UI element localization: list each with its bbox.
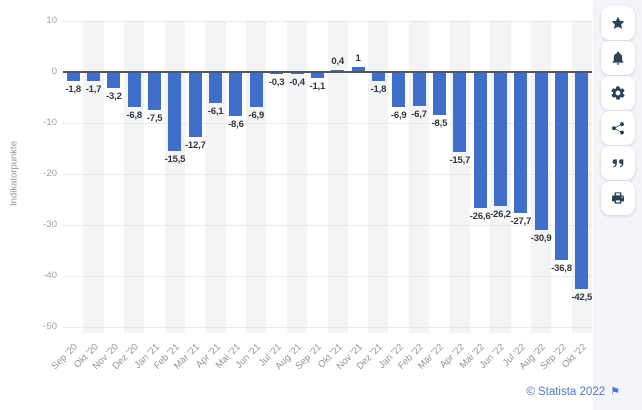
bar-value-label: -6,8: [126, 109, 142, 121]
bar-value-label: -42,5: [571, 291, 593, 303]
bar[interactable]: [392, 72, 406, 108]
bar[interactable]: [209, 72, 223, 104]
star-icon: [610, 15, 626, 31]
bar-value-label: -0,3: [268, 76, 285, 88]
bar[interactable]: [127, 72, 141, 107]
bar-value-label: -0,4: [289, 77, 305, 88]
gridline: [63, 174, 592, 175]
plot-band: [246, 21, 267, 333]
bar[interactable]: [534, 72, 548, 230]
quote-icon: [610, 155, 626, 171]
bar[interactable]: [351, 66, 365, 72]
bar-value-label: -6,9: [390, 110, 407, 122]
plot-band: [205, 21, 226, 333]
notification-button[interactable]: [601, 41, 635, 75]
bar-value-label: -8,5: [431, 118, 448, 130]
bar-value-label: -30,9: [530, 232, 552, 244]
bar-value-label: -6,7: [411, 109, 427, 121]
bar[interactable]: [371, 72, 385, 82]
zero-line: [63, 71, 592, 73]
gridline: [63, 225, 592, 226]
bar-value-label: -36,8: [551, 262, 572, 274]
gridline: [63, 327, 592, 328]
bar-value-label: -3,2: [106, 91, 122, 103]
plot-band: [164, 21, 185, 333]
bar[interactable]: [555, 72, 568, 260]
plot-band: [124, 21, 145, 333]
bar[interactable]: [493, 72, 507, 206]
print-button[interactable]: [601, 181, 635, 215]
y-axis-tick: -50: [43, 321, 57, 332]
flag-icon: ⚑: [610, 386, 620, 398]
bar[interactable]: [473, 72, 487, 208]
bar-value-label: -6,9: [248, 110, 265, 122]
bar[interactable]: [249, 72, 263, 108]
bar[interactable]: [514, 72, 528, 214]
y-axis-tick: -30: [43, 219, 57, 230]
settings-button[interactable]: [601, 76, 635, 110]
y-axis-tick: 10: [46, 15, 57, 26]
plot-band: [327, 21, 348, 333]
bar[interactable]: [290, 72, 304, 74]
y-axis-tick: -40: [43, 270, 57, 281]
bar[interactable]: [148, 72, 162, 111]
bar[interactable]: [87, 72, 100, 81]
bar-value-label: 0,4: [331, 56, 344, 67]
plot-band: [368, 21, 389, 333]
bar-value-label: -15,7: [449, 155, 471, 167]
share-icon: [610, 120, 626, 136]
gridline: [63, 123, 592, 124]
bell-icon: [610, 50, 626, 66]
bar-value-label: 1: [355, 52, 361, 64]
bar-value-label: -1,1: [309, 80, 326, 92]
bar-value-label: -8,6: [228, 118, 244, 130]
plot-band: [83, 21, 104, 333]
bar[interactable]: [229, 72, 243, 116]
bar[interactable]: [432, 72, 446, 116]
attribution-text: © Statista 2022: [526, 386, 606, 398]
y-axis-title: Indikatorpunkte: [8, 141, 20, 206]
printer-icon: [610, 190, 626, 206]
bar-value-label: -1,8: [370, 84, 387, 96]
bar[interactable]: [188, 72, 202, 137]
bar[interactable]: [66, 72, 80, 82]
bar-value-label: -15,5: [164, 154, 186, 166]
toolbar: [593, 0, 642, 410]
bar[interactable]: [453, 72, 467, 153]
bar-value-label: -27,7: [510, 216, 532, 228]
bar[interactable]: [310, 72, 324, 78]
gear-icon: [610, 85, 626, 101]
y-axis-tick: -20: [43, 168, 57, 179]
plot-band: [408, 21, 430, 333]
gridline: [63, 276, 592, 277]
bar-value-label: -1,7: [85, 83, 102, 95]
y-axis-tick: 0: [51, 66, 57, 77]
gridline: [63, 21, 592, 22]
share-button[interactable]: [601, 111, 635, 145]
bar-value-label: -12,7: [184, 139, 206, 151]
bar[interactable]: [412, 72, 426, 107]
favorite-button[interactable]: [601, 6, 635, 40]
plot-band: [449, 21, 470, 333]
bar-value-label: -26,2: [490, 208, 511, 220]
bar[interactable]: [575, 72, 589, 289]
statista-attribution[interactable]: © Statista 2022 ⚑: [526, 385, 620, 398]
bar[interactable]: [107, 72, 121, 89]
plot-band: [286, 21, 308, 333]
bar-value-label: -7,5: [146, 113, 163, 125]
citation-button[interactable]: [601, 146, 635, 180]
bar-value-label: -1,8: [65, 84, 81, 96]
bar-value-label: -26,6: [469, 210, 491, 222]
bar-value-label: -6,1: [207, 106, 224, 118]
y-axis-tick: -10: [43, 117, 57, 128]
bar[interactable]: [168, 72, 182, 151]
